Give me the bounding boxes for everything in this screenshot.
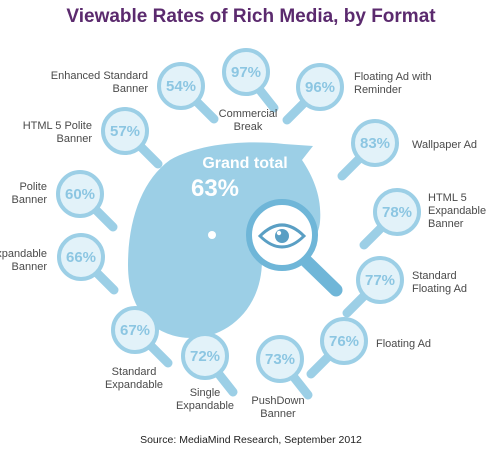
- format-item-html-5-polite-banner: 57% HTML 5 Polite Banner: [23, 107, 163, 169]
- magnifier-icon: [111, 306, 173, 368]
- category-label: Single Expandable: [176, 387, 234, 412]
- magnifier-icon: [282, 63, 344, 125]
- value-label: 60%: [65, 186, 95, 203]
- category-label: PushDown Banner: [251, 395, 304, 420]
- format-item-standard-floating-ad: 77% Standard Floating Ad: [342, 256, 467, 318]
- value-label: 97%: [231, 64, 261, 81]
- magnifier-icon: [56, 170, 118, 232]
- source-note: Source: MediaMind Research, September 20…: [140, 434, 362, 446]
- grand-total-label: Grand total: [202, 155, 287, 172]
- format-item-floating-ad: 76% Floating Ad: [306, 317, 431, 379]
- value-label: 78%: [382, 204, 412, 221]
- magnifier-icon: [256, 335, 313, 400]
- value-label: 73%: [265, 351, 295, 368]
- value-label: 77%: [365, 272, 395, 289]
- category-label: HTML 5 Polite Banner: [23, 120, 93, 145]
- value-label: 57%: [110, 123, 140, 140]
- magnifier-icon: [181, 332, 238, 397]
- format-item-enhanced-standard-banner: 54% Enhanced Standard Banner: [51, 62, 219, 124]
- category-label: Commercial Break: [219, 108, 278, 133]
- format-item-pushdown-banner: 73% PushDown Banner: [251, 335, 313, 420]
- grand-total-value: 63%: [191, 175, 239, 202]
- format-item-polite-banner: 60% Polite Banner: [12, 170, 118, 232]
- value-label: 83%: [360, 135, 390, 152]
- category-label: HTML 5 Expandable Banner: [428, 192, 486, 230]
- value-label: 54%: [166, 78, 196, 95]
- category-label: Floating Ad: [376, 338, 431, 350]
- magnifier-icon: [306, 317, 368, 379]
- category-label: Standard Floating Ad: [412, 270, 467, 295]
- magnifier-icon: [342, 256, 404, 318]
- category-label: Floating Ad with Reminder: [354, 71, 432, 96]
- format-item-wallpaper-ad: 83% Wallpaper Ad: [337, 119, 477, 181]
- value-label: 67%: [120, 322, 150, 339]
- category-label: Standard Expandable: [105, 366, 163, 391]
- magnifier-icon: [101, 107, 163, 169]
- format-item-standard-expandable: 67% Standard Expandable: [105, 306, 173, 391]
- grand-total-shape: [128, 142, 321, 338]
- category-label: Wallpaper Ad: [412, 139, 477, 151]
- category-label: Enhanced Standard Banner: [51, 70, 149, 95]
- format-item-html-5-expandable-banner: 78% HTML 5 Expandable Banner: [359, 188, 486, 250]
- value-label: 72%: [190, 348, 220, 365]
- magnifier-icon: [359, 188, 421, 250]
- magnifier-icon: [57, 233, 119, 295]
- eye-magnifier-icon: [246, 199, 343, 297]
- value-label: 96%: [305, 79, 335, 96]
- magnifier-icon: [222, 48, 279, 113]
- format-item-commercial-break: 97% Commercial Break: [219, 48, 279, 133]
- chart-title: Viewable Rates of Rich Media, by Format: [66, 6, 436, 27]
- category-label: Polite Banner: [12, 181, 48, 206]
- format-item-single-expandable: 72% Single Expandable: [176, 332, 238, 412]
- value-label: 66%: [66, 249, 96, 266]
- magnifier-icon: [157, 62, 219, 124]
- value-label: 76%: [329, 333, 359, 350]
- magnifier-icon: [337, 119, 399, 181]
- format-item-floating-ad-with-reminder: 96% Floating Ad with Reminder: [282, 63, 432, 125]
